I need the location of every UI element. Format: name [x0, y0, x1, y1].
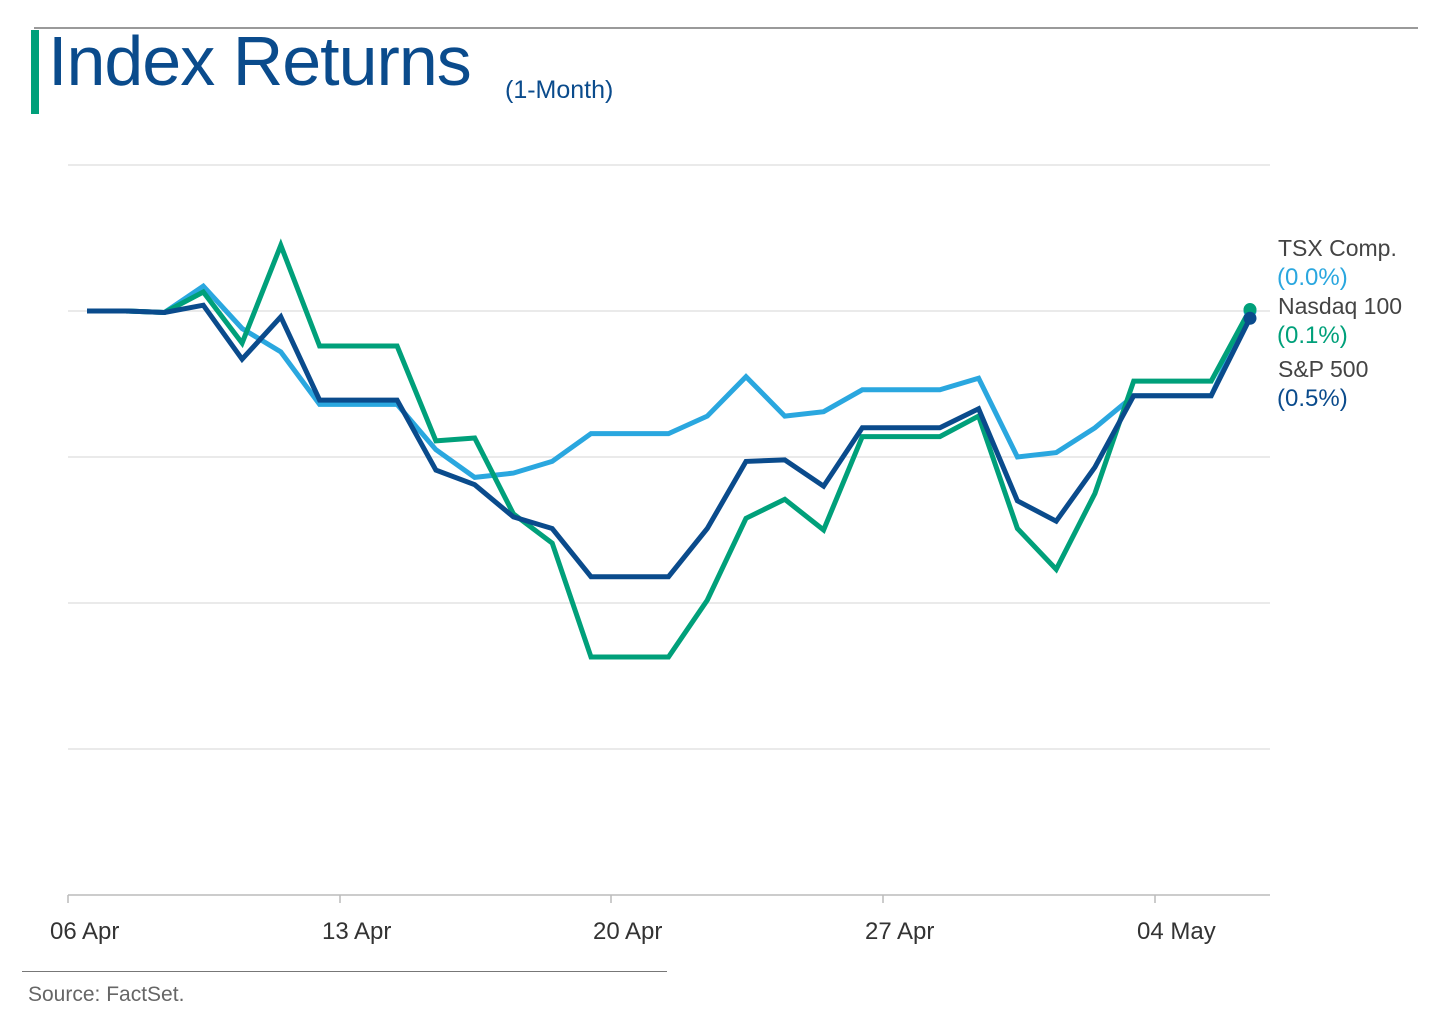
series-value-label: (0.5%)	[1277, 385, 1348, 412]
x-tick-label: 06 Apr	[50, 918, 119, 945]
x-tick-label: 27 Apr	[865, 918, 934, 945]
chart-title: Index Returns	[48, 22, 472, 100]
x-tick-label: 04 May	[1137, 918, 1216, 945]
x-tick-label: 20 Apr	[593, 918, 662, 945]
series-line-nasdaq	[87, 238, 1253, 660]
series-value-label: (0.0%)	[1277, 264, 1348, 291]
series-name-label: TSX Comp.	[1278, 235, 1397, 261]
series-line-tsx	[87, 282, 1253, 480]
title-accent-bar	[31, 30, 39, 114]
series-name-label: Nasdaq 100	[1278, 293, 1402, 319]
x-tick-label: 13 Apr	[322, 918, 391, 945]
series-name-label: S&P 500	[1278, 356, 1368, 382]
series-value-label: (0.1%)	[1277, 322, 1348, 349]
footer-rule	[22, 971, 667, 972]
series-line-sp500	[87, 302, 1253, 580]
end-marker-sp500	[1243, 311, 1257, 325]
top-rule	[34, 27, 1418, 29]
chart-subtitle: (1-Month)	[505, 76, 614, 104]
source-note: Source: FactSet.	[28, 983, 185, 1006]
